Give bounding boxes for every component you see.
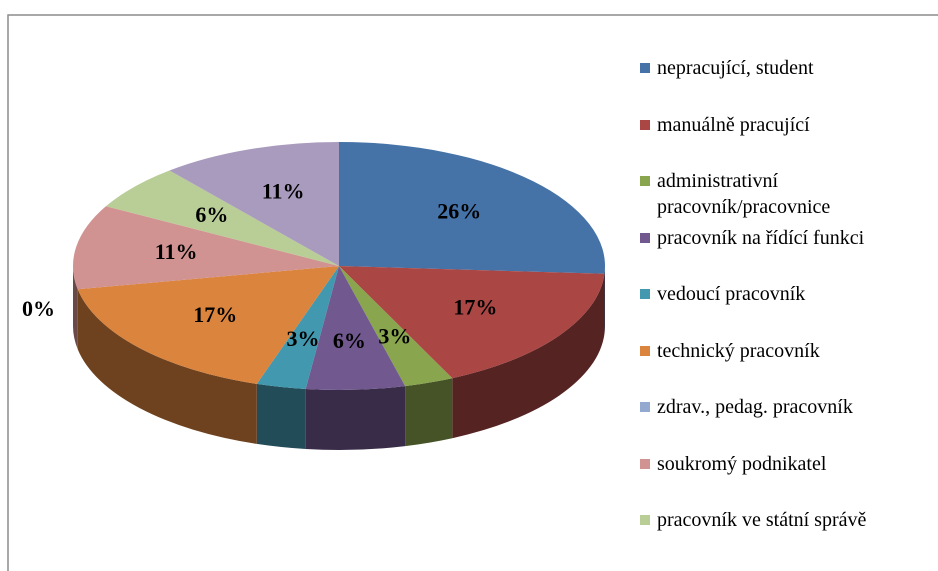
legend-label: soukromý podnikatel [657,452,827,475]
legend-label: pracovník na řídící funkci [657,226,865,249]
legend-label: zdrav., pedag. pracovník [657,396,853,418]
legend-swatch [640,289,650,299]
slice [256,266,339,390]
data-label: 11% [262,179,305,204]
legend-swatch [640,232,650,243]
legend-swatch [640,345,650,356]
slice-side [305,386,406,450]
legend-item: manuálně pracující [640,112,930,138]
legend-item: pracovník ve státní správě [640,507,930,533]
legend-swatch [640,119,650,130]
data-label: 26% [437,198,481,223]
data-label: 0% [22,296,55,321]
legend-label: nepracující, student [657,57,814,79]
slice [169,142,339,266]
legend-item: administrativní pracovník/pracovnice [640,168,930,220]
legend-item: technický pracovník [640,338,930,364]
legend-swatch [640,63,650,73]
slice [339,142,605,274]
data-label: 3% [287,326,320,351]
legend-swatch [640,515,650,525]
slice-side [604,266,605,334]
legend-item: zdrav., pedag. pracovník [640,394,930,420]
slice [339,266,605,379]
slice-side [452,273,605,439]
slice [105,170,339,266]
legend-label: administrativní pracovník/pracovnice [657,170,831,218]
data-label: 11% [155,239,198,264]
legend-item: soukromý podnikatel [640,451,930,477]
slice-side [77,289,257,444]
slice [305,266,406,390]
slice [339,266,453,387]
data-label: 17% [453,294,497,319]
data-label: 17% [193,302,237,327]
slice [73,206,339,290]
legend-label: manuálně pracující [657,113,810,136]
legend-label: technický pracovník [657,339,820,362]
data-label: 6% [333,328,366,353]
legend-label: pracovník ve státní správě [657,509,867,531]
slice-side [73,266,78,350]
frame [7,14,938,571]
legend-item: nepracující, student [640,55,930,81]
slice [77,266,339,384]
slice-side [256,383,306,450]
data-label: 6% [195,202,228,227]
slice-side [405,378,453,447]
legend-swatch [640,458,650,469]
legend-item: pracovník na řídící funkci [640,225,930,251]
legend-swatch [640,402,650,412]
data-label: 3% [378,323,411,348]
legend-item: vedoucí pracovník [640,281,930,307]
legend-label: vedoucí pracovník [657,283,806,305]
legend-swatch [640,176,650,186]
